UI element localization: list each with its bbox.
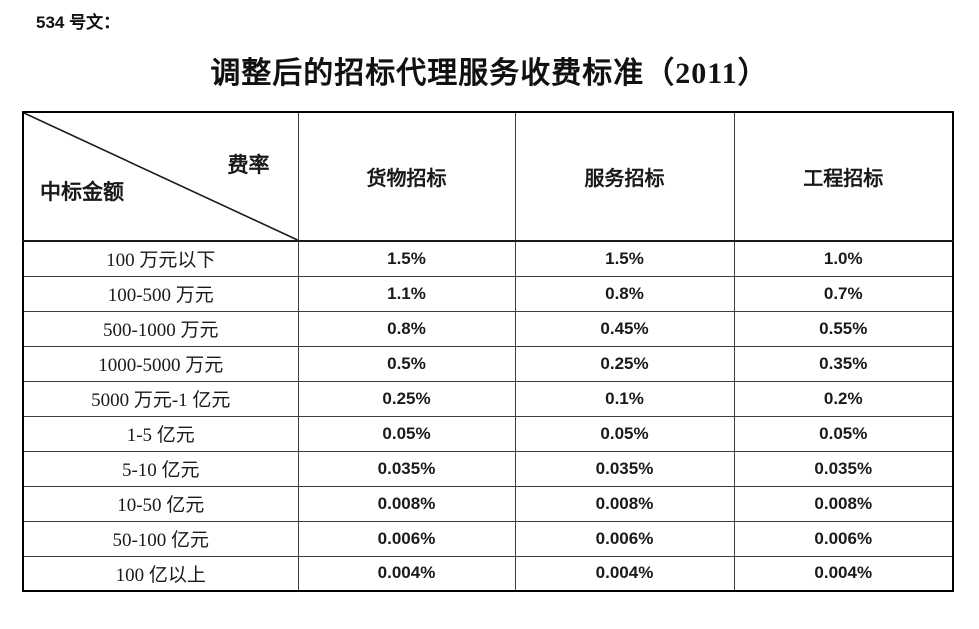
cell-value: 0.004% [733, 555, 954, 592]
cell-value: 0.55% [733, 310, 954, 347]
cell-value: 0.035% [733, 450, 954, 487]
cell-value: 0.006% [514, 520, 735, 557]
cell-value: 0.5% [297, 345, 516, 382]
row-label: 500-1000 万元 [22, 310, 299, 347]
col-header-service-bidding: 服务招标 [514, 111, 735, 242]
cell-value: 0.8% [514, 275, 735, 312]
cell-value: 0.035% [514, 450, 735, 487]
table-row: 1-5 亿元 0.05% 0.05% 0.05% [22, 415, 954, 452]
doc-number-label: 534 号文： [36, 13, 121, 32]
cell-value: 0.008% [733, 485, 954, 522]
cell-value: 0.004% [514, 555, 735, 592]
cell-value: 0.008% [297, 485, 516, 522]
cell-value: 0.8% [297, 310, 516, 347]
row-label: 10-50 亿元 [22, 485, 299, 522]
cell-value: 0.7% [733, 275, 954, 312]
table-row: 100 万元以下 1.5% 1.5% 1.0% [22, 240, 954, 277]
cell-value: 0.006% [733, 520, 954, 557]
cell-value: 0.25% [297, 380, 516, 417]
header-row: 费率 中标金额 货物招标 服务招标 工程招标 [22, 111, 954, 242]
cell-value: 1.5% [297, 240, 516, 277]
cell-value: 0.35% [733, 345, 954, 382]
fee-rate-table: 费率 中标金额 货物招标 服务招标 工程招标 100 万元以下 1.5% 1.5… [22, 111, 954, 592]
row-label: 100-500 万元 [22, 275, 299, 312]
corner-label-bid-amount: 中标金额 [40, 180, 124, 204]
table-row: 100 亿以上 0.004% 0.004% 0.004% [22, 555, 954, 592]
corner-label-rate: 费率 [227, 153, 270, 177]
cell-value: 0.45% [514, 310, 735, 347]
table-row: 5-10 亿元 0.035% 0.035% 0.035% [22, 450, 954, 487]
row-label: 1000-5000 万元 [22, 345, 299, 382]
page-title: 调整后的招标代理服务收费标准（2011） [210, 57, 769, 90]
table-row: 5000 万元-1 亿元 0.25% 0.1% 0.2% [22, 380, 954, 417]
diagonal-line [24, 113, 298, 240]
table-row: 50-100 亿元 0.006% 0.006% 0.006% [22, 520, 954, 557]
row-label: 5-10 亿元 [22, 450, 299, 487]
cell-value: 0.1% [514, 380, 735, 417]
cell-value: 0.008% [514, 485, 735, 522]
row-label: 50-100 亿元 [22, 520, 299, 557]
cell-value: 0.2% [733, 380, 954, 417]
cell-value: 0.05% [733, 415, 954, 452]
corner-header-cell: 费率 中标金额 [22, 111, 299, 242]
cell-value: 1.5% [514, 240, 735, 277]
cell-value: 0.25% [514, 345, 735, 382]
cell-value: 0.004% [297, 555, 516, 592]
col-header-goods-bidding: 货物招标 [297, 111, 516, 242]
cell-value: 0.05% [514, 415, 735, 452]
cell-value: 0.05% [297, 415, 516, 452]
cell-value: 0.035% [297, 450, 516, 487]
row-label: 100 万元以下 [22, 240, 299, 277]
row-label: 1-5 亿元 [22, 415, 299, 452]
cell-value: 0.006% [297, 520, 516, 557]
table-row: 1000-5000 万元 0.5% 0.25% 0.35% [22, 345, 954, 382]
table-row: 10-50 亿元 0.008% 0.008% 0.008% [22, 485, 954, 522]
cell-value: 1.1% [297, 275, 516, 312]
row-label: 100 亿以上 [22, 555, 299, 592]
row-label: 5000 万元-1 亿元 [22, 380, 299, 417]
col-header-engineering-bidding: 工程招标 [733, 111, 954, 242]
table-row: 500-1000 万元 0.8% 0.45% 0.55% [22, 310, 954, 347]
table-row: 100-500 万元 1.1% 0.8% 0.7% [22, 275, 954, 312]
cell-value: 1.0% [733, 240, 954, 277]
